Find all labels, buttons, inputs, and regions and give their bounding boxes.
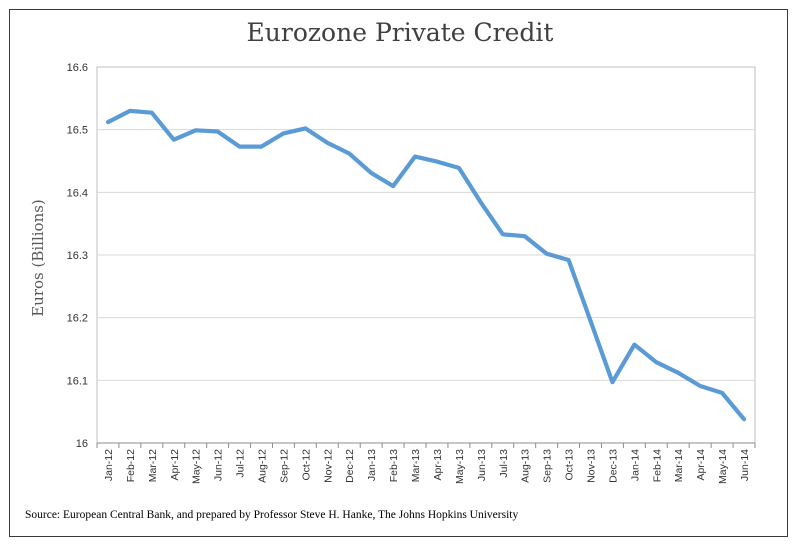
x-tick-label: Oct-12 (300, 449, 312, 481)
data-point (195, 130, 196, 131)
data-point (436, 161, 437, 162)
x-tick-label: Nov-12 (322, 449, 334, 483)
x-tick-label: Jun-13 (476, 449, 488, 481)
x-tick-label: Mar-12 (147, 449, 159, 482)
data-point (349, 153, 350, 154)
x-tick-label: Jun-12 (213, 449, 225, 481)
x-tick-label: Mar-14 (673, 449, 685, 482)
x-tick-label: Jul-13 (498, 449, 510, 478)
chart-frame (9, 9, 788, 537)
x-tick-label: May-13 (454, 449, 466, 484)
x-tick-label: Feb-12 (125, 449, 137, 482)
data-point (612, 382, 613, 383)
x-tick-label: Sep-12 (278, 449, 290, 483)
source-note: Source: European Central Bank, and prepa… (25, 509, 519, 521)
y-tick-label: 16.4 (67, 187, 88, 199)
x-tick-label: Dec-12 (344, 449, 356, 483)
data-point (656, 362, 657, 363)
data-point (568, 260, 569, 261)
data-point (502, 234, 503, 235)
data-point (678, 372, 679, 373)
data-point (327, 142, 328, 143)
data-point (700, 385, 701, 386)
data-point (283, 133, 284, 134)
chart-title: Eurozone Private Credit (246, 18, 554, 47)
x-tick-label: Jul-12 (235, 449, 247, 478)
x-tick-label: Sep-13 (542, 449, 554, 483)
data-point (151, 112, 152, 113)
data-point (261, 146, 262, 147)
y-tick-label: 16.6 (67, 62, 88, 74)
data-point (371, 172, 372, 173)
data-point (458, 167, 459, 168)
x-tick-label: Apr-14 (695, 449, 707, 481)
data-point (107, 122, 108, 123)
data-point (524, 236, 525, 237)
y-tick-label: 16.1 (67, 375, 88, 387)
x-tick-label: Jan-14 (629, 449, 641, 481)
x-tick-label: May-12 (191, 449, 203, 484)
data-point (590, 320, 591, 321)
data-point (129, 110, 130, 111)
data-point (546, 253, 547, 254)
y-tick-label: 16 (76, 438, 88, 450)
x-tick-label: Mar-13 (410, 449, 422, 482)
x-tick-label: Nov-13 (586, 449, 598, 483)
x-tick-label: Apr-12 (169, 449, 181, 481)
data-point (173, 139, 174, 140)
data-point (415, 156, 416, 157)
x-tick-label: Jan-12 (103, 449, 115, 481)
y-tick-label: 16.3 (67, 250, 88, 262)
data-point (239, 146, 240, 147)
data-point (634, 344, 635, 345)
x-tick-label: Jun-14 (739, 449, 751, 481)
x-tick-label: Aug-12 (257, 449, 269, 483)
x-tick-label: Dec-13 (607, 449, 619, 483)
data-point (744, 419, 745, 420)
data-point (217, 131, 218, 132)
data-point (393, 186, 394, 187)
y-tick-label: 16.5 (67, 125, 88, 137)
y-tick-label: 16.2 (67, 313, 88, 325)
x-tick-label: Apr-13 (432, 449, 444, 481)
x-tick-label: Feb-14 (651, 449, 663, 482)
data-point (480, 202, 481, 203)
x-tick-label: May-14 (717, 449, 729, 484)
data-point (305, 128, 306, 129)
x-tick-label: Aug-13 (520, 449, 532, 483)
series-line (105, 108, 747, 422)
x-tick-label: Feb-13 (388, 449, 400, 482)
data-point (722, 392, 723, 393)
x-tick-label: Oct-13 (564, 449, 576, 481)
x-tick-label: Jan-13 (366, 449, 378, 481)
